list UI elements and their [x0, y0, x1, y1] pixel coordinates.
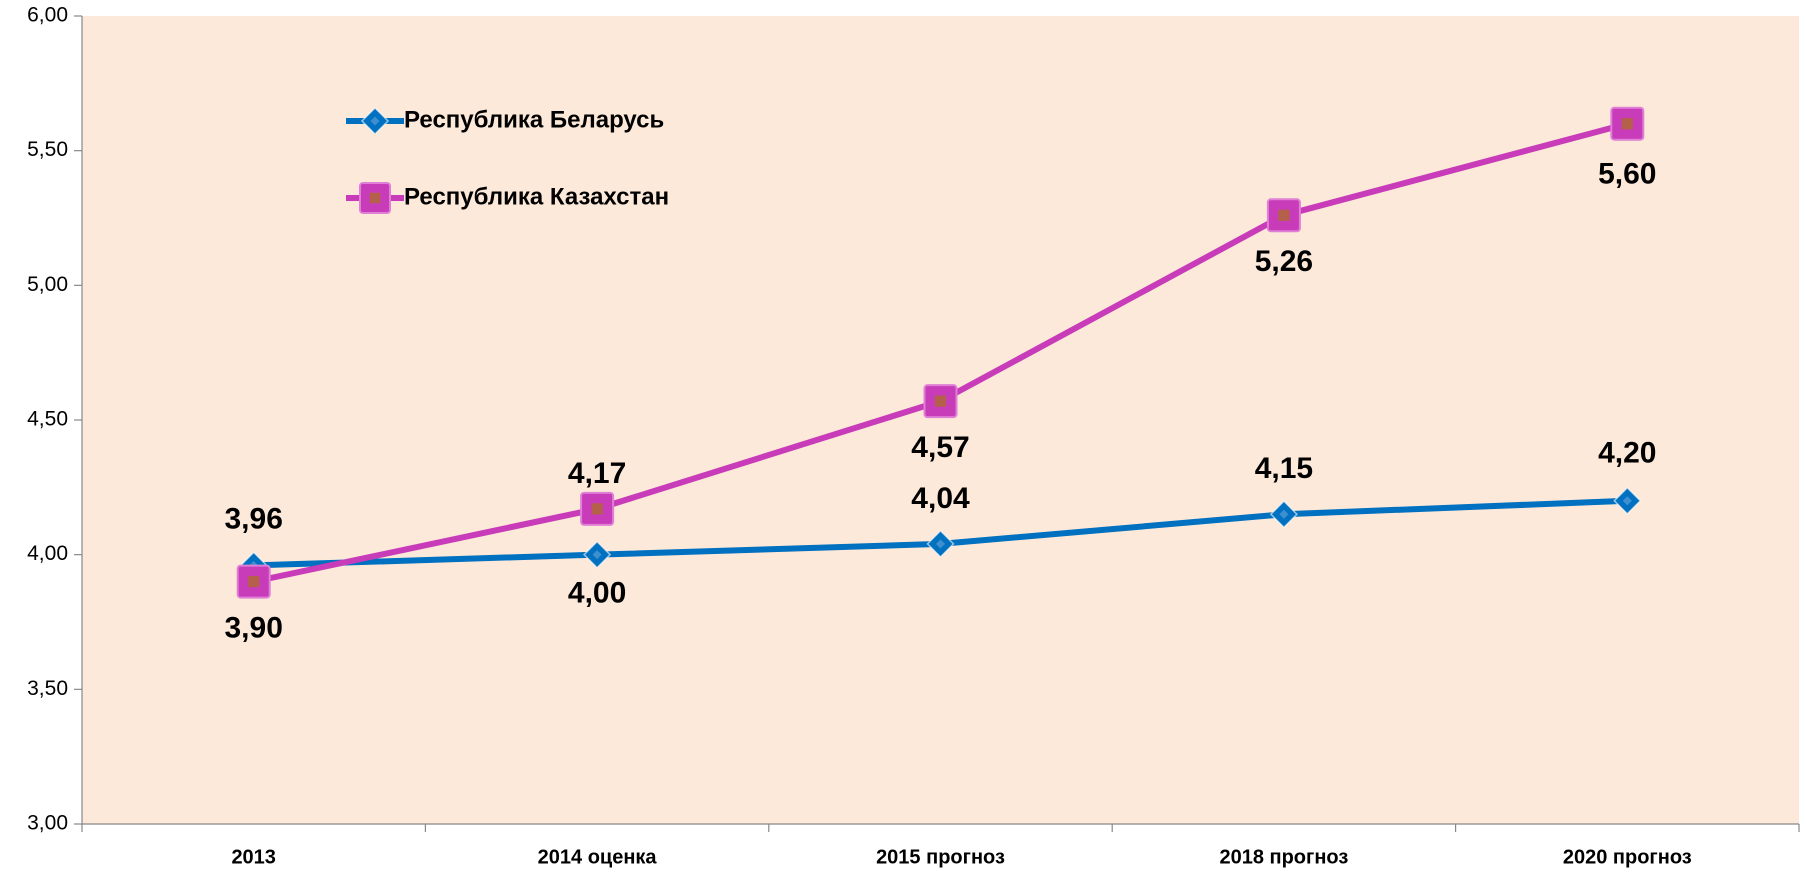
x-tick-label: 2020 прогноз — [1563, 846, 1692, 868]
marker — [1269, 500, 1298, 529]
y-tick-label: 5,00 — [27, 273, 68, 296]
square-core — [591, 503, 603, 515]
data-label: 4,17 — [568, 457, 626, 490]
marker — [360, 106, 390, 136]
data-label: 5,26 — [1255, 245, 1313, 278]
data-label: 4,20 — [1598, 437, 1656, 470]
marker — [583, 540, 612, 569]
data-label: 3,96 — [225, 502, 283, 535]
square-core — [934, 395, 947, 407]
marker — [1610, 106, 1645, 141]
legend-label: Республика Казахстан — [404, 183, 669, 210]
y-tick-label: 3,50 — [27, 677, 68, 700]
marker — [580, 491, 615, 526]
data-label: 4,00 — [568, 577, 626, 610]
x-tick-label: 2015 прогноз — [876, 846, 1005, 868]
diamond-core — [1279, 509, 1289, 519]
legend-label: Республика Беларусь — [404, 106, 664, 133]
x-tick-label: 2013 — [231, 846, 276, 868]
square-core — [1621, 118, 1633, 130]
y-tick-label: 6,00 — [27, 4, 68, 27]
y-tick-label: 3,00 — [27, 812, 68, 835]
diamond-core — [592, 550, 602, 560]
square-core — [1278, 209, 1290, 221]
data-label: 5,60 — [1598, 158, 1656, 191]
marker — [359, 182, 391, 214]
data-label: 4,57 — [911, 431, 969, 464]
y-tick-label: 5,50 — [27, 138, 68, 161]
data-label: 4,04 — [911, 482, 970, 515]
square-core — [369, 192, 381, 204]
marker — [1613, 486, 1642, 515]
x-tick-label: 2014 оценка — [538, 846, 658, 868]
y-tick-label: 4,00 — [27, 542, 68, 565]
x-tick-label: 2018 прогноз — [1219, 846, 1348, 868]
data-label: 3,90 — [225, 612, 283, 645]
marker — [923, 384, 958, 419]
diamond-core — [1622, 496, 1632, 506]
marker — [1266, 198, 1301, 233]
plot-area — [82, 16, 1799, 824]
diamond-core — [370, 116, 380, 126]
data-label: 4,15 — [1255, 452, 1313, 485]
diamond-core — [935, 539, 946, 549]
marker — [236, 564, 271, 599]
y-tick-label: 4,50 — [27, 408, 68, 431]
square-core — [248, 576, 260, 588]
marker — [926, 529, 955, 558]
